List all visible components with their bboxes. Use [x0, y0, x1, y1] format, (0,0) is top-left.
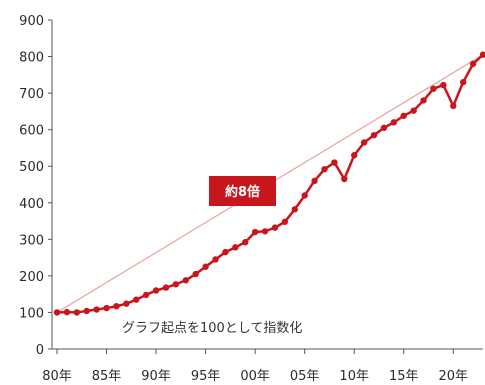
- data-point: [390, 119, 398, 126]
- data-point: [440, 81, 447, 89]
- data-point: [420, 97, 427, 104]
- x-tick-label: 90年: [141, 369, 171, 384]
- x-tick-label: 15年: [389, 369, 419, 384]
- series-points: [53, 51, 485, 316]
- x-tick-label: 85年: [92, 369, 122, 384]
- data-point: [162, 284, 170, 291]
- data-point: [251, 228, 259, 236]
- y-tick-label: 800: [19, 51, 44, 66]
- data-point: [291, 206, 298, 213]
- y-axis: 0 100 200 300 400 500 600 700 800 900: [19, 14, 53, 358]
- x-tick-label: 10年: [339, 369, 369, 384]
- data-point: [242, 239, 249, 246]
- data-point: [53, 309, 61, 316]
- data-point: [321, 165, 328, 173]
- data-point: [172, 281, 180, 288]
- data-point: [232, 244, 239, 251]
- data-point: [222, 248, 229, 256]
- y-tick-label: 400: [19, 197, 44, 212]
- x-tick-label: 05年: [290, 369, 320, 384]
- data-point: [450, 102, 457, 110]
- index-note: グラフ起点を100として指数化: [122, 321, 302, 336]
- data-point: [301, 192, 308, 199]
- data-point: [63, 308, 71, 316]
- data-point: [479, 51, 485, 58]
- data-point: [271, 224, 279, 231]
- data-point: [152, 287, 160, 294]
- data-point: [331, 159, 338, 166]
- data-point: [142, 291, 150, 299]
- data-point: [93, 306, 100, 313]
- data-point: [370, 131, 378, 139]
- data-point: [360, 139, 368, 146]
- y-tick-label: 900: [19, 14, 44, 29]
- data-point: [133, 296, 140, 303]
- callout-box: [209, 176, 276, 206]
- data-point: [192, 270, 199, 278]
- data-point: [380, 124, 388, 132]
- x-axis: 80年 85年 90年 95年 00年 05年 10年 15年 20年: [42, 348, 483, 384]
- y-tick-label: 600: [19, 124, 44, 139]
- data-point: [83, 307, 90, 315]
- y-tick-label: 300: [19, 233, 44, 248]
- data-point: [430, 85, 437, 92]
- y-tick-label: 100: [19, 306, 44, 321]
- data-point: [113, 303, 120, 310]
- data-point: [73, 309, 81, 316]
- data-point: [103, 304, 110, 312]
- x-tick-label: 20年: [439, 369, 469, 384]
- data-point: [400, 112, 407, 119]
- data-point: [351, 152, 358, 159]
- data-point: [469, 60, 477, 68]
- data-point: [261, 228, 269, 235]
- data-point: [459, 78, 467, 86]
- multiple-callout: 約8倍: [209, 176, 276, 206]
- data-point: [281, 218, 289, 225]
- callout-text: 約8倍: [225, 184, 260, 200]
- data-point: [123, 300, 130, 307]
- data-point: [182, 277, 189, 284]
- data-point: [410, 107, 417, 114]
- x-tick-label: 95年: [191, 369, 221, 384]
- y-tick-label: 700: [19, 87, 44, 102]
- data-point: [202, 263, 209, 270]
- x-tick-label: 00年: [240, 369, 270, 384]
- y-tick-label: 500: [19, 160, 44, 175]
- data-point: [341, 175, 348, 183]
- y-tick-label: 200: [19, 270, 44, 285]
- data-point: [311, 177, 318, 185]
- data-point: [212, 256, 219, 263]
- x-tick-label: 80年: [42, 369, 72, 384]
- y-tick-label: 0: [36, 343, 44, 358]
